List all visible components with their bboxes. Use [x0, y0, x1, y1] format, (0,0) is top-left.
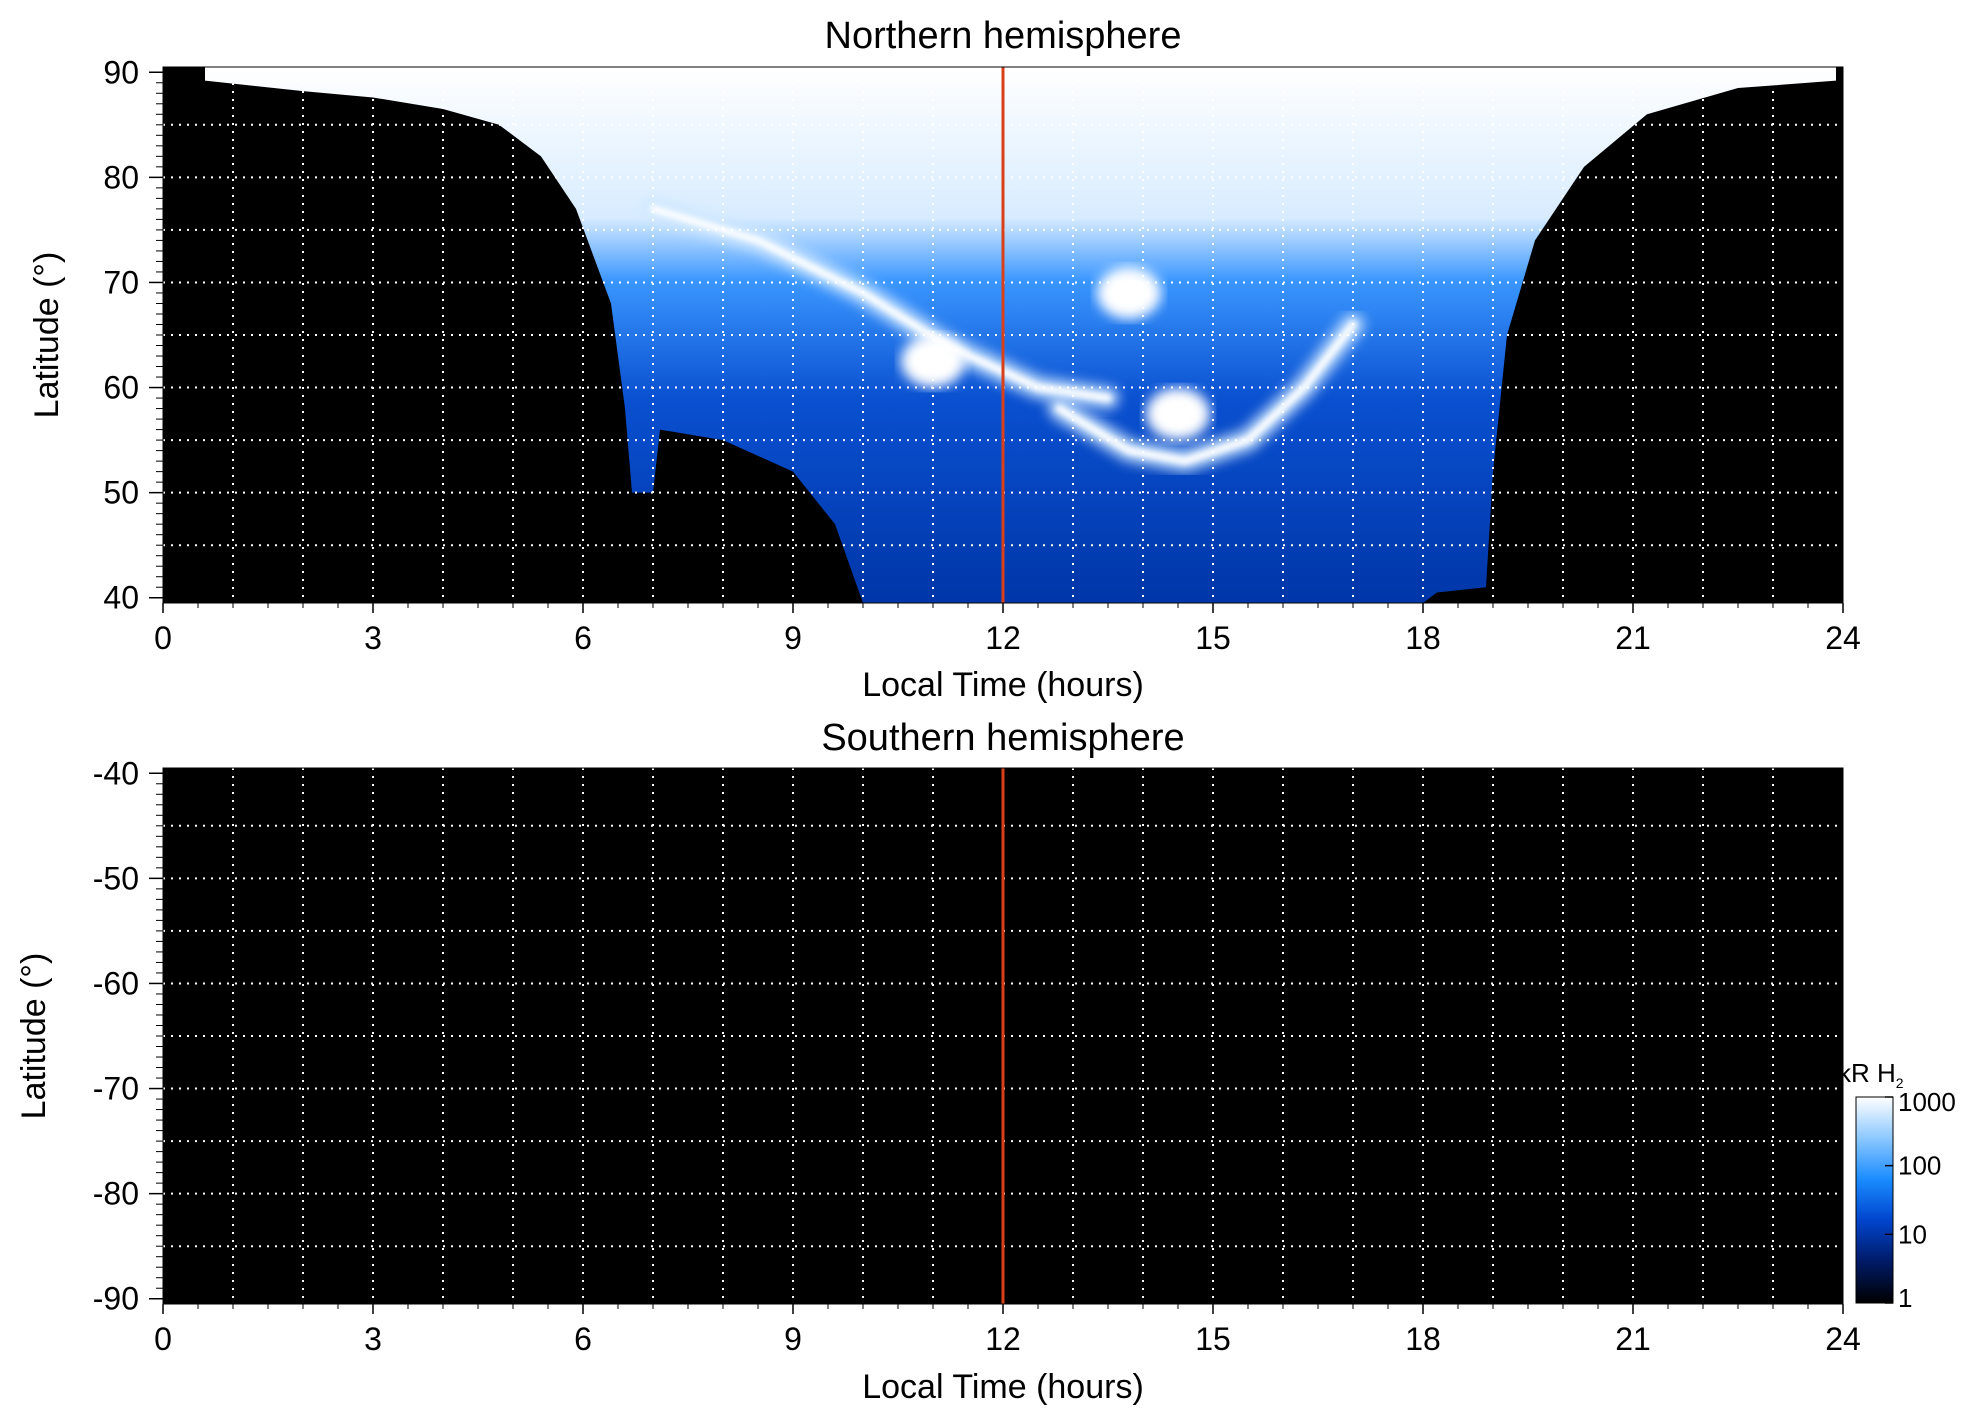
colorbar-tick-label: 100 [1898, 1151, 1941, 1181]
x-tick-label: 21 [1615, 620, 1651, 656]
x-tick-label: 24 [1825, 1321, 1861, 1357]
x-tick-label: 9 [784, 1321, 802, 1357]
x-tick-label: 9 [784, 620, 802, 656]
y-tick-label: 80 [103, 159, 139, 195]
x-tick-label: 3 [364, 620, 382, 656]
x-tick-label: 24 [1825, 620, 1861, 656]
y-tick-label: 50 [103, 475, 139, 511]
y-tick-label: -90 [93, 1281, 139, 1317]
y-tick-label: -60 [93, 965, 139, 1001]
axes: 0 3 6 9 12 15 18 21 24 40 50 60 70 80 90 [103, 54, 1860, 656]
y-tick-label: -70 [93, 1071, 139, 1107]
colorbar-tick-label: 1000 [1898, 1087, 1956, 1117]
y-tick-label: 40 [103, 580, 139, 616]
auroral-spot [1146, 387, 1210, 440]
x-tick-label: 0 [154, 1321, 172, 1357]
x-tick-label: 18 [1405, 620, 1441, 656]
y-tick-label: -50 [93, 860, 139, 896]
auroral-spot [901, 335, 965, 388]
y-tick-label: 60 [103, 370, 139, 406]
y-tick-label: -80 [93, 1176, 139, 1212]
x-tick-label: 6 [574, 620, 592, 656]
grid-lines [163, 768, 1843, 1304]
auroral-arc-core [649, 205, 1112, 402]
colorbar-gradient [1855, 1096, 1894, 1304]
colorbar-label-main: kR H [1838, 1058, 1896, 1088]
colorbar: kR H2 1000 100 10 1 [1838, 1058, 1956, 1313]
x-tick-label: 15 [1195, 1321, 1231, 1357]
chart-title: Southern hemisphere [821, 717, 1184, 759]
northern-hemisphere-panel: Northern hemisphere 0 3 6 9 12 15 18 21 24 40 50 60… [28, 15, 1861, 704]
x-axis-label: Local Time (hours) [862, 1368, 1144, 1406]
auroral-arc-core [1055, 320, 1357, 465]
x-tick-label: 0 [154, 620, 172, 656]
x-tick-label: 18 [1405, 1321, 1441, 1357]
colorbar-tick-label: 10 [1898, 1219, 1927, 1249]
x-tick-label: 15 [1195, 620, 1231, 656]
auroral-spot [1097, 266, 1161, 319]
y-tick-label: -40 [93, 755, 139, 791]
colorbar-label-subscript: 2 [1896, 1075, 1904, 1091]
colorbar-tick-label: 1 [1898, 1283, 1912, 1313]
x-tick-label: 3 [364, 1321, 382, 1357]
y-axis-label: Latitude (°) [15, 953, 53, 1120]
y-axis-label: Latitude (°) [28, 252, 66, 419]
x-tick-label: 12 [985, 620, 1021, 656]
colorbar-ticks: 1000 100 10 1 [1885, 1087, 1956, 1313]
x-axis-label: Local Time (hours) [862, 666, 1144, 704]
y-tick-label: 90 [103, 54, 139, 90]
x-tick-label: 12 [985, 1321, 1021, 1357]
x-tick-label: 21 [1615, 1321, 1651, 1357]
colorbar-label: kR H2 [1838, 1058, 1904, 1091]
y-tick-label: 70 [103, 264, 139, 300]
axes: 0 3 6 9 12 15 18 21 24 -40 -50 -60 -70 -80 -90 [93, 755, 1861, 1357]
chart-title: Northern hemisphere [825, 15, 1182, 57]
x-tick-label: 6 [574, 1321, 592, 1357]
southern-hemisphere-panel: Southern hemisphere 0 3 6 9 12 15 18 21 24 -40 -50… [15, 717, 1861, 1406]
